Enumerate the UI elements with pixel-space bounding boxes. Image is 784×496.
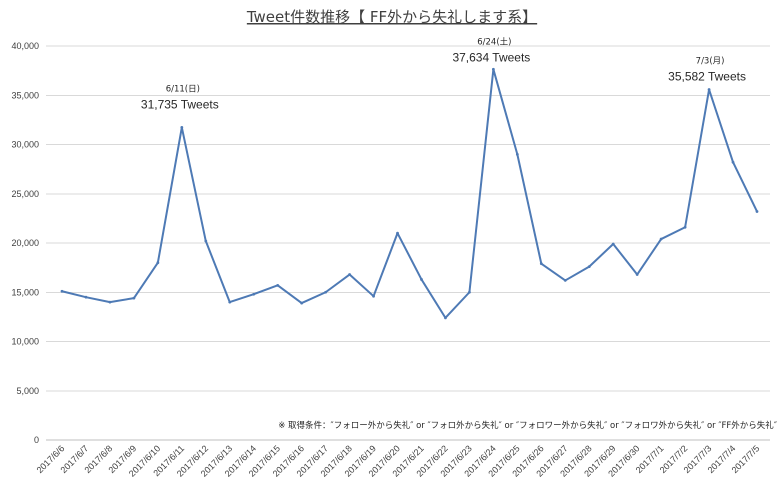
- y-tick-label: 5,000: [16, 386, 39, 396]
- data-point: [683, 225, 687, 229]
- data-point: [132, 296, 136, 300]
- data-point: [539, 262, 543, 266]
- data-point: [468, 290, 471, 294]
- data-point: [731, 160, 735, 164]
- y-tick-label: 30,000: [11, 140, 39, 150]
- gridlines: [46, 45, 770, 441]
- annotation-date-label: 6/24(土): [477, 36, 511, 47]
- acquisition-conditions-note: ※ 取得条件：″フォロー外から失礼″ or ″フォロ外から失礼″ or ″フォロ…: [278, 420, 777, 431]
- y-axis: 0 5,000 10,000 15,000 20,000 25,000 30,000 35,0…: [11, 41, 39, 445]
- y-tick-label: 35,000: [11, 90, 39, 100]
- y-tick-label: 15,000: [11, 287, 39, 297]
- annotation-value-label: 37,634 Tweets: [452, 50, 530, 64]
- data-point: [635, 273, 639, 276]
- annotation-value-label: 31,735 Tweets: [141, 97, 219, 111]
- data-point: [611, 242, 615, 246]
- data-point: [180, 126, 184, 129]
- annotation-date-label: 7/3(月): [696, 57, 725, 67]
- y-tick-label: 40,000: [11, 41, 39, 51]
- data-point: [444, 316, 447, 320]
- peak-annotations: 6/11(日) 31,735 Tweets 6/24(土) 37,634 Tweets…: [141, 36, 746, 111]
- data-point: [324, 290, 328, 294]
- data-point: [276, 283, 280, 287]
- data-point: [372, 294, 375, 298]
- annotation-date-label: 6/11(日): [166, 84, 200, 94]
- series-group: [60, 67, 759, 320]
- data-point: [156, 261, 160, 265]
- data-point: [348, 273, 351, 276]
- y-tick-label: 20,000: [11, 238, 39, 248]
- data-point: [420, 278, 423, 281]
- data-point: [491, 67, 495, 71]
- data-point: [228, 300, 232, 304]
- data-point: [204, 239, 208, 243]
- series-line: [61, 68, 758, 319]
- data-point: [252, 292, 256, 296]
- annotation-value-label: 35,582 Tweets: [668, 70, 746, 84]
- x-axis: 2017/6/62017/6/72017/6/82017/6/92017/6/1…: [35, 443, 762, 478]
- data-point: [659, 237, 663, 241]
- data-point: [396, 231, 399, 235]
- data-point: [84, 295, 88, 299]
- data-point: [707, 88, 711, 91]
- data-point: [60, 289, 64, 293]
- chart-title: Tweet件数推移【 FF外から失礼します系】: [246, 8, 537, 26]
- data-point: [300, 301, 304, 305]
- y-tick-label: 0: [34, 435, 39, 445]
- y-tick-label: 10,000: [11, 337, 39, 347]
- data-point: [587, 265, 591, 269]
- data-point: [515, 152, 519, 156]
- data-point: [108, 300, 112, 304]
- y-tick-label: 25,000: [11, 189, 39, 199]
- data-point: [563, 279, 567, 282]
- data-point: [755, 210, 759, 213]
